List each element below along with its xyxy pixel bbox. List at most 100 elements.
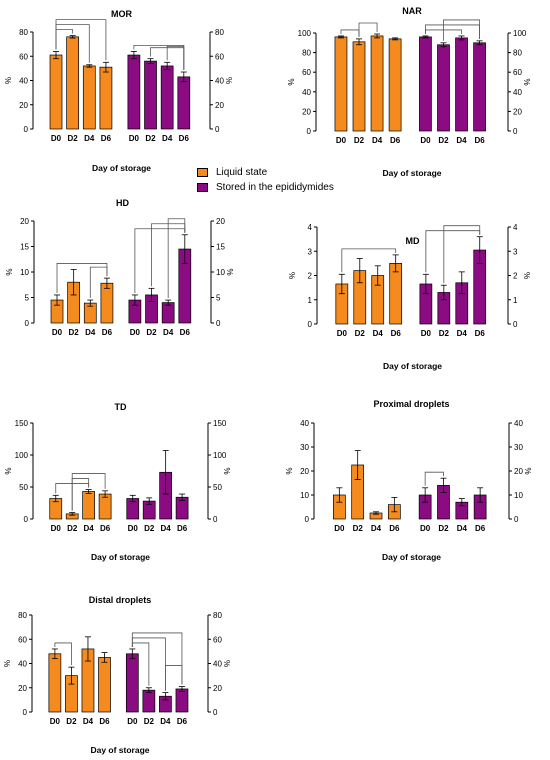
right-y-tick-label: 40 <box>513 88 522 97</box>
left-y-axis-label: % <box>5 268 14 275</box>
significance-bracket <box>358 22 378 37</box>
right-y-tick-label: 15 <box>216 243 225 252</box>
x-tick-label: D6 <box>179 134 190 143</box>
legend-label-liquid: Liquid state <box>216 167 268 178</box>
left-y-tick-label: 20 <box>300 467 309 476</box>
right-y-tick-label: 5 <box>216 294 221 303</box>
x-tick-label: D6 <box>101 134 112 143</box>
left-y-tick-label: 80 <box>18 611 27 620</box>
bar-stored-d0 <box>125 653 139 713</box>
right-y-axis-label: % <box>523 272 532 279</box>
legend-swatch-stored <box>197 183 208 192</box>
significance-bracket <box>89 266 108 299</box>
left-y-axis-label: % <box>4 467 13 474</box>
right-y-tick-label: 40 <box>213 660 222 669</box>
bar-stored-d6 <box>175 688 189 713</box>
left-y-tick-label: 0 <box>305 515 310 524</box>
chart-mor: MOR 0 0 20 20 40 40 60 60 80 80% % D0 D2 D4 D6 D0 D2 D4 D6 D… <box>4 9 234 173</box>
chart-proximal-droplets: Proximal droplets 0 0 10 10 20 20 30 30 40 40% % D0 D… <box>285 399 533 562</box>
bar-stored-d6 <box>473 42 486 132</box>
x-tick-label: D4 <box>160 717 171 726</box>
x-tick-label: D6 <box>475 329 486 338</box>
x-tick-label: D4 <box>162 134 173 143</box>
x-tick-label: D2 <box>144 524 155 533</box>
right-y-tick-label: 80 <box>215 28 224 37</box>
bar-liquid-d6 <box>98 493 112 520</box>
bar-stored-d4 <box>455 37 468 132</box>
left-y-tick-label: 80 <box>302 49 311 58</box>
x-tick-label: D0 <box>128 524 139 533</box>
right-y-tick-label: 20 <box>216 217 225 226</box>
x-tick-label: D6 <box>475 524 486 533</box>
significance-bracket <box>71 473 106 511</box>
chart-title: NAR <box>402 6 422 16</box>
right-y-tick-label: 3 <box>513 247 518 256</box>
x-tick-label: D2 <box>355 329 366 338</box>
x-tick-label: D2 <box>354 136 365 145</box>
right-y-tick-label: 60 <box>215 52 224 61</box>
bar-liquid-d2 <box>352 41 366 132</box>
right-y-tick-label: 60 <box>213 635 222 644</box>
significance-bracket <box>425 24 480 39</box>
right-y-axis-label: % <box>225 77 234 84</box>
x-tick-label: D2 <box>144 717 155 726</box>
x-tick-label: D0 <box>51 134 62 143</box>
x-axis-label: Day of storage <box>383 361 442 371</box>
bar-liquid-d6 <box>389 263 403 325</box>
x-tick-label: D6 <box>100 524 111 533</box>
right-y-tick-label: 30 <box>514 443 523 452</box>
x-tick-label: D4 <box>83 717 94 726</box>
bar-stored-d0 <box>419 36 432 132</box>
x-tick-label: D6 <box>474 136 485 145</box>
chart-hd: HD 0 0 5 5 10 10 15 15 20 20% % D0 D2 D4 D6 D0 D2 D4 D6 <box>5 198 235 337</box>
right-y-tick-label: 0 <box>513 320 518 329</box>
significance-bracket <box>131 632 183 685</box>
left-y-tick-label: 150 <box>15 419 29 428</box>
bar-liquid-d2 <box>66 36 79 130</box>
x-tick-label: D2 <box>68 134 79 143</box>
x-tick-label: D2 <box>66 717 77 726</box>
left-y-tick-label: 1 <box>308 296 313 305</box>
x-tick-label: D2 <box>146 328 157 337</box>
bar-liquid-d4 <box>82 491 96 520</box>
right-y-tick-label: 60 <box>513 68 522 77</box>
left-y-axis-label: % <box>288 272 297 279</box>
significance-bracket <box>166 45 185 71</box>
right-y-axis-label: % <box>223 660 232 667</box>
significance-bracket <box>55 19 107 61</box>
chart-distal-droplets: Distal droplets 0 0 20 20 40 40 60 60 80 80% % D0 D2 D… <box>3 595 232 755</box>
left-y-tick-label: 100 <box>15 451 29 460</box>
x-tick-label: D6 <box>180 328 191 337</box>
x-tick-label: D0 <box>420 136 431 145</box>
right-y-axis-label: % <box>524 467 533 474</box>
left-y-tick-label: 15 <box>20 243 29 252</box>
bar-liquid-d0 <box>49 54 63 130</box>
left-y-tick-label: 50 <box>19 483 28 492</box>
legend-label-stored: Stored in the epididymides <box>216 182 334 193</box>
x-tick-label: D6 <box>177 717 188 726</box>
significance-bracket <box>425 230 481 273</box>
left-y-tick-label: 80 <box>19 28 28 37</box>
right-y-tick-label: 150 <box>213 419 227 428</box>
x-tick-label: D0 <box>50 717 61 726</box>
chart-title: MD <box>406 236 420 246</box>
right-y-tick-label: 80 <box>213 611 222 620</box>
bar-liquid-d6 <box>99 66 113 130</box>
significance-bracket <box>424 471 444 486</box>
right-y-tick-label: 1 <box>513 296 518 305</box>
right-y-tick-label: 0 <box>513 127 518 136</box>
left-y-tick-label: 60 <box>18 635 27 644</box>
x-tick-label: D4 <box>456 136 467 145</box>
bar-liquid-d4 <box>370 35 384 132</box>
right-y-tick-label: 80 <box>513 49 522 58</box>
x-tick-label: D0 <box>129 134 140 143</box>
x-tick-label: D0 <box>130 328 141 337</box>
significance-bracket <box>56 263 108 293</box>
x-axis-label: Day of storage <box>90 745 149 755</box>
left-y-tick-label: 0 <box>24 515 29 524</box>
left-y-axis-label: % <box>3 660 12 667</box>
bar-stored-d4 <box>160 65 174 130</box>
right-y-tick-label: 20 <box>213 684 222 693</box>
x-tick-label: D0 <box>52 328 63 337</box>
right-y-tick-label: 0 <box>216 319 221 328</box>
